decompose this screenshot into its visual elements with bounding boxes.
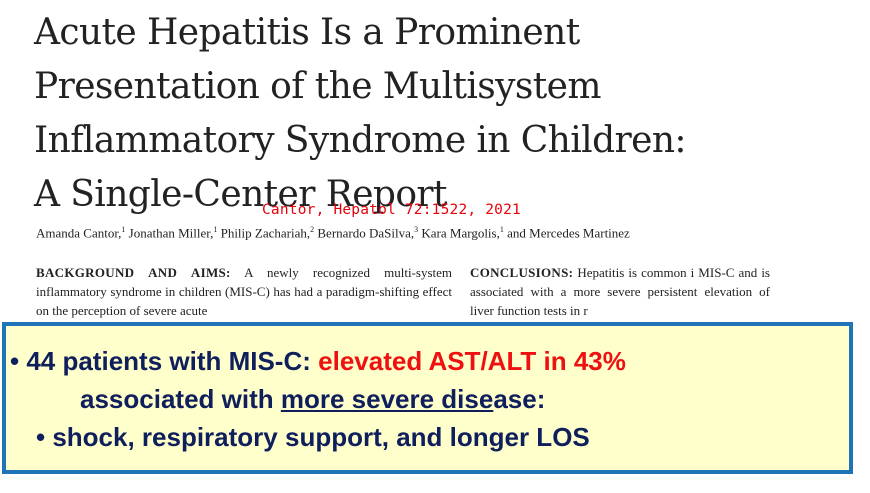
affiliation-mark: 1 xyxy=(499,225,504,234)
affiliation-mark: 3 xyxy=(414,225,419,234)
callout-patients-text: • 44 patients with MIS-C: xyxy=(10,346,319,376)
summary-callout-box: • 44 patients with MIS-C: elevated AST/A… xyxy=(2,322,853,474)
background-text: A newly recognized multi-system inflamma… xyxy=(36,265,452,318)
callout-severity-suffix: ase: xyxy=(493,384,546,414)
author-name: Philip Zachariah, xyxy=(220,225,311,241)
callout-underlined-text: more severe dise xyxy=(280,384,494,414)
title-line: A Single-Center Report xyxy=(34,174,448,215)
callout-line-patients: • 44 patients with MIS-C: elevated AST/A… xyxy=(10,346,626,377)
conclusions-heading: CONCLUSIONS: xyxy=(470,265,574,280)
affiliation-mark: 1 xyxy=(213,225,218,234)
conclusions-text: Hepatitis is common i MIS-C and is assoc… xyxy=(470,265,770,318)
background-section: BACKGROUND AND AIMS: A newly recognized … xyxy=(36,263,452,323)
author-list: Amanda Cantor,1 Jonathan Miller,1 Philip… xyxy=(36,225,866,241)
callout-line-outcomes: • shock, respiratory support, and longer… xyxy=(36,422,590,452)
article-title: Acute Hepatitis Is a Prominent Presentat… xyxy=(34,6,854,222)
conclusions-section: CONCLUSIONS: Hepatitis is common i MIS-C… xyxy=(470,263,770,323)
callout-line-severity: associated with more severe disease: xyxy=(80,384,545,415)
callout-severity-prefix: associated with xyxy=(80,384,281,414)
title-line: Inflammatory Syndrome in Children: xyxy=(34,120,687,161)
author-name: and Mercedes Martinez xyxy=(507,225,630,241)
author-name: Bernardo DaSilva, xyxy=(317,225,415,241)
author-name: Jonathan Miller, xyxy=(128,225,214,241)
affiliation-mark: 1 xyxy=(121,225,126,234)
title-line: Acute Hepatitis Is a Prominent xyxy=(34,12,580,53)
background-heading: BACKGROUND AND AIMS: xyxy=(36,265,231,280)
author-name: Amanda Cantor, xyxy=(36,225,122,241)
callout-highlight-text: elevated AST/ALT in 43% xyxy=(318,346,626,376)
citation-annotation: Cantor, Hepatol 72:1522, 2021 xyxy=(262,202,521,218)
title-line: Presentation of the Multisystem xyxy=(34,66,602,107)
author-name: Kara Margolis, xyxy=(421,225,500,241)
affiliation-mark: 2 xyxy=(310,225,315,234)
